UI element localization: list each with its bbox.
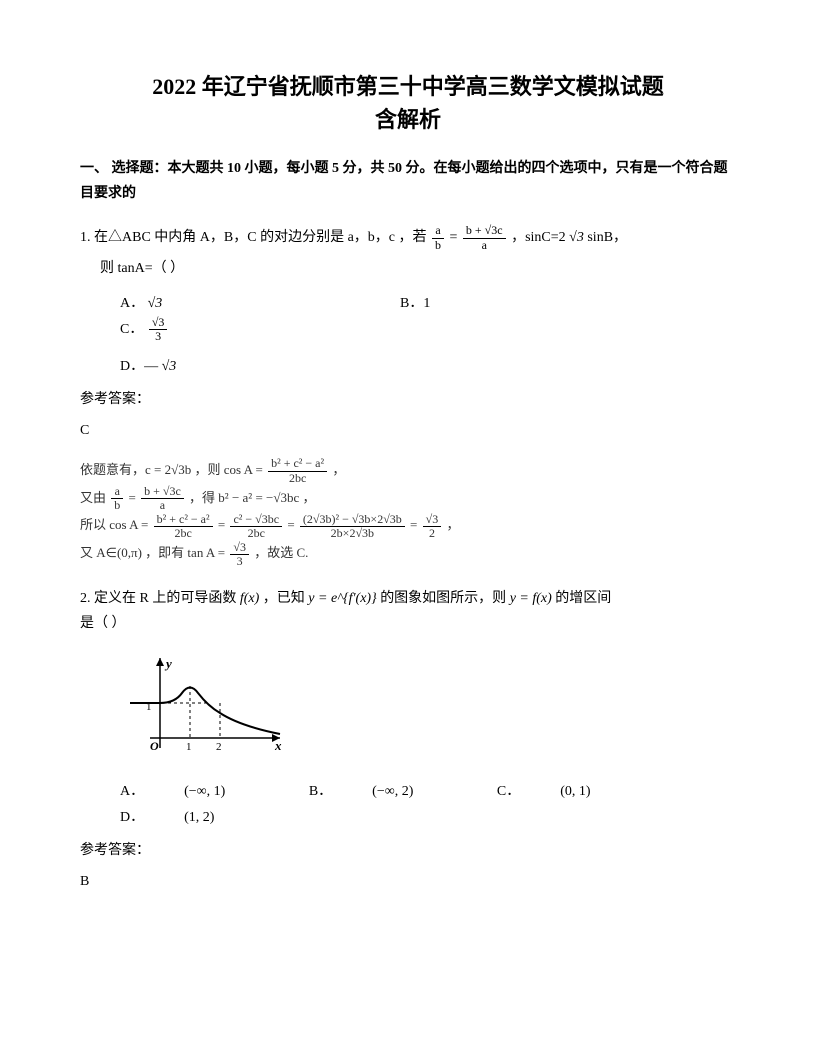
x-axis-label: x (274, 738, 282, 753)
q1-sol-line1: 依题意有，c = 2√3b ，则 cos A = b² + c² − a²2bc… (80, 457, 736, 485)
q1-stem-cond: ，sinC=2 (511, 230, 566, 245)
y-axis-label: y (164, 656, 172, 671)
q1-number: 1. (80, 230, 91, 245)
q1-answer-label: 参考答案： (80, 387, 736, 412)
q1-sol-line4: 又 A∈(0,π) ，即有 tan A = √33 ，故选 C. (80, 540, 736, 568)
equals-sign: = (450, 230, 461, 245)
q2-option-d: D．(1, 2) (120, 810, 254, 825)
question-2: 2. 定义在 R 上的可导函数 f(x) ，已知 y = e^{f'(x)} 的… (80, 586, 736, 636)
q2-fx: f(x) (240, 591, 259, 606)
q2-graph: y x O 1 1 2 (120, 648, 736, 767)
q1-option-a: A． √3 (120, 291, 360, 316)
q1-options: A． √3 B．1 C． √3 3 (120, 291, 736, 344)
origin-label: O (150, 739, 159, 753)
q1-stem-line2: 则 tanA=（ ） (100, 256, 736, 281)
q2-option-b: B．(−∞, 2) (309, 784, 454, 799)
q1-option-b: B．1 (400, 291, 540, 316)
q1-answer: C (80, 418, 736, 443)
title-line-1: 2022 年辽宁省抚顺市第三十中学高三数学文模拟试题 (80, 70, 736, 103)
q2-answer: B (80, 869, 736, 894)
q2-stem-mid1: ，已知 (263, 591, 309, 606)
q1-sqrt3: √3 (569, 230, 584, 245)
q2-stem-mid2: 的图象如图所示，则 (380, 591, 510, 606)
question-1: 1. 在△ABC 中内角 A，B，C 的对边分别是 a，b，c ，若 a b =… (80, 224, 736, 281)
q2-options: A．(−∞, 1) B．(−∞, 2) C．(0, 1) D．(1, 2) (120, 779, 736, 829)
section-1-heading: 一、 选择题：本大题共 10 小题，每小题 5 分，共 50 分。在每小题给出的… (80, 156, 736, 206)
q2-yfx: y = f(x) (510, 591, 552, 606)
q1-option-c-frac: √3 3 (149, 316, 168, 343)
q1-stem-pre: 在△ABC 中内角 A，B，C 的对边分别是 a，b，c ，若 (94, 230, 430, 245)
q1-option-d: D．— √3 (120, 354, 736, 379)
q2-stem-pre: 定义在 R 上的可导函数 (94, 591, 240, 606)
x-tick-2: 2 (216, 741, 222, 753)
page-title: 2022 年辽宁省抚顺市第三十中学高三数学文模拟试题 含解析 (80, 70, 736, 136)
q2-option-a: A．(−∞, 1) (120, 784, 265, 799)
q1-frac-left: a b (432, 224, 444, 251)
q2-yeq: y = e^{f'(x)} (308, 591, 376, 606)
title-line-2: 含解析 (80, 103, 736, 136)
q2-stem-post: 的增区间 (555, 591, 611, 606)
x-tick-1: 1 (186, 741, 192, 753)
q2-answer-label: 参考答案： (80, 838, 736, 863)
q2-option-c: C．(0, 1) (497, 784, 631, 799)
y-tick-1: 1 (146, 701, 152, 713)
q2-stem-line2: 是（ ） (80, 611, 736, 636)
q1-stem-post: sinB， (587, 230, 627, 245)
q1-sol-line3: 所以 cos A = b² + c² − a²2bc = c² − √3bc2b… (80, 512, 736, 540)
q1-option-c: C． √3 3 (120, 316, 240, 343)
q2-number: 2. (80, 591, 91, 606)
q1-frac-right: b + √3c a (463, 224, 506, 251)
q1-solution: 依题意有，c = 2√3b ，则 cos A = b² + c² − a²2bc… (80, 457, 736, 568)
q2-graph-svg: y x O 1 1 2 (120, 648, 290, 758)
q1-sol-line2: 又由 ab = b + √3ca ，得 b² − a² = −√3bc ， (80, 485, 736, 513)
